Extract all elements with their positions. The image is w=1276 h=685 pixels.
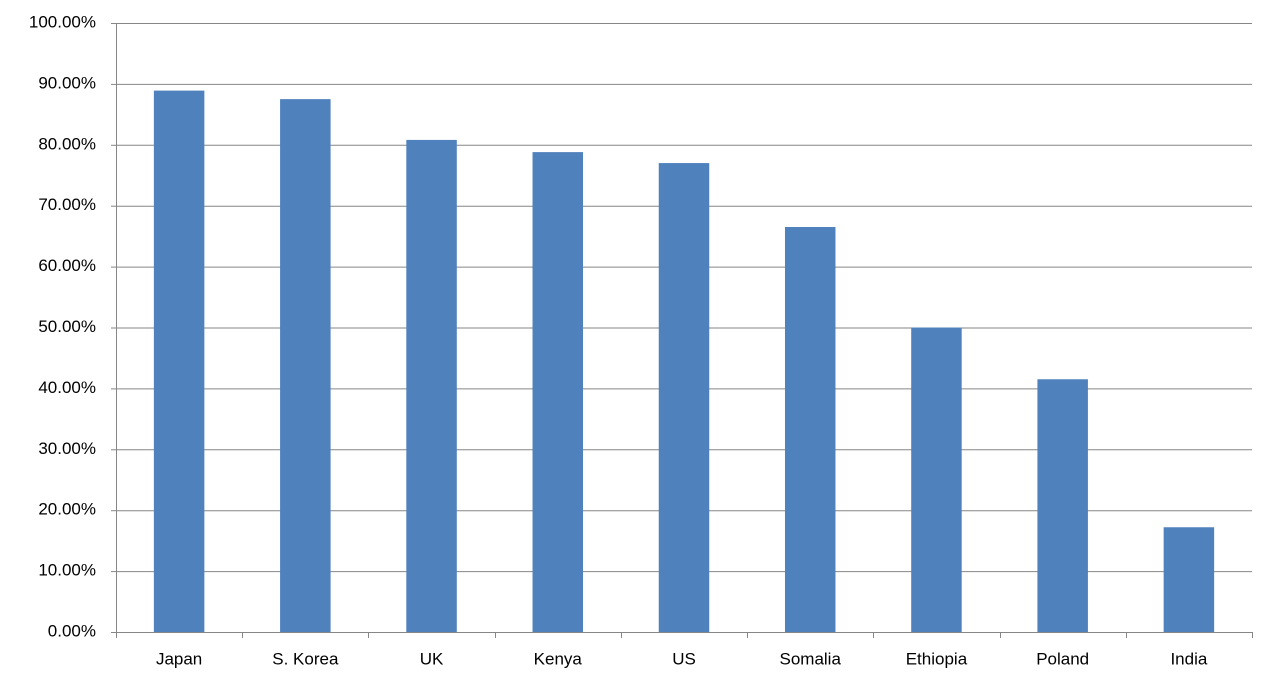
- bar: [658, 163, 710, 632]
- bar: [153, 90, 205, 632]
- x-tick-label: Kenya: [534, 649, 583, 668]
- bar: [1163, 527, 1215, 632]
- y-tick-label: 40.00%: [38, 378, 96, 397]
- bar: [1037, 379, 1088, 632]
- bar: [784, 227, 836, 632]
- y-tick-label: 60.00%: [38, 256, 96, 275]
- y-tick-label: 50.00%: [38, 317, 96, 336]
- y-tick-label: 70.00%: [38, 195, 96, 214]
- bar: [280, 99, 331, 632]
- bar-layer: [153, 90, 1215, 633]
- bar: [406, 139, 457, 633]
- y-tick-label: 20.00%: [38, 500, 96, 519]
- x-tick-label: S. Korea: [272, 649, 339, 668]
- y-tick-label: 90.00%: [38, 73, 96, 92]
- y-tick-label: 10.00%: [38, 561, 96, 580]
- y-tick-label: 30.00%: [38, 439, 96, 458]
- x-tick-label: UK: [420, 649, 444, 668]
- y-tick-label: 80.00%: [38, 134, 96, 153]
- x-tick-label: Ethiopia: [906, 649, 968, 668]
- x-tick-label: US: [672, 649, 696, 668]
- x-tick-label: India: [1170, 649, 1207, 668]
- x-tick-label: Japan: [156, 649, 202, 668]
- bar: [911, 327, 962, 632]
- x-tick-label: Somalia: [780, 649, 842, 668]
- y-tick-label: 0.00%: [48, 621, 96, 640]
- x-tick-label: Poland: [1036, 649, 1089, 668]
- bar: [532, 152, 584, 632]
- y-tick-label: 100.00%: [29, 12, 96, 31]
- axis-layer: 0.00% 10.00% 20.00% 30.00% 40.00% 50.00% 60.00…: [29, 12, 1253, 668]
